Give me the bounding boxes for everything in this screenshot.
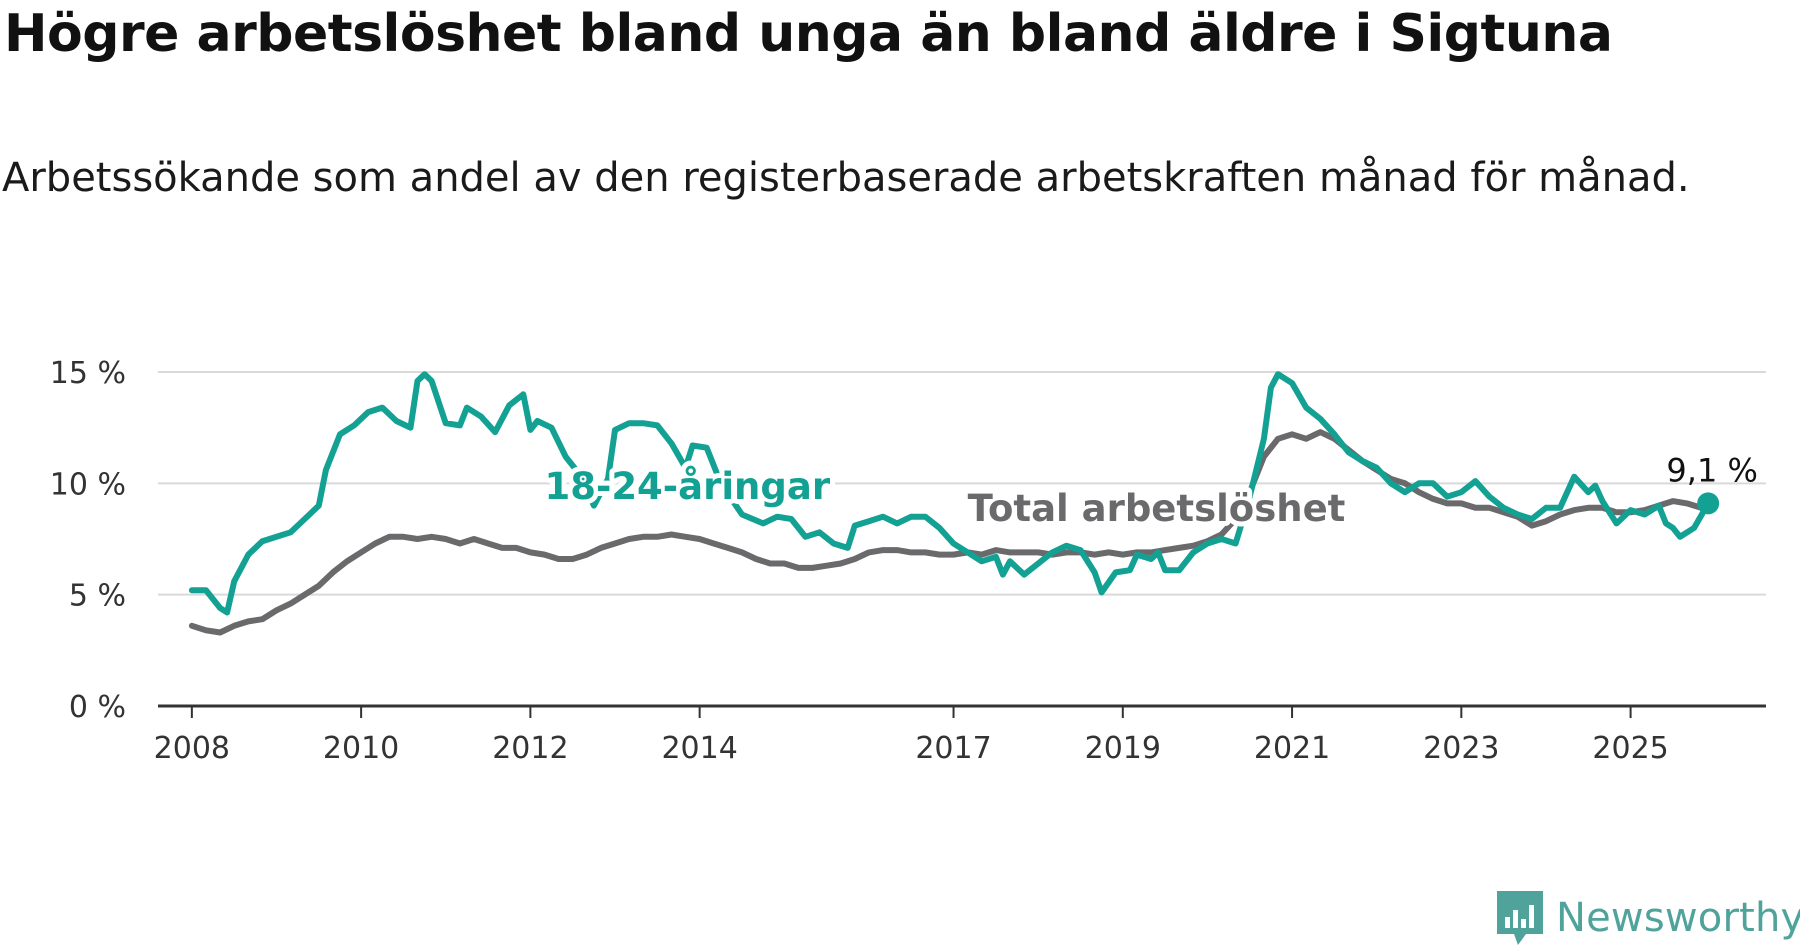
y-tick-label: 15 %: [50, 356, 126, 391]
chart-subtitle: Arbetssökande som andel av den registerb…: [2, 155, 1690, 201]
series-line-18-24: [188, 371, 1712, 616]
x-axis: 2008 2010 2012 2014 2017 2019 2021 2023 2025: [154, 704, 1766, 766]
newsworthy-logo: Newsworthy: [1494, 888, 1800, 948]
x-tick-label: 2023: [1423, 731, 1499, 766]
x-tick-label: 2014: [661, 731, 737, 766]
series-label: 18-24-åringar: [544, 465, 830, 508]
newsworthy-logo-icon: [1497, 891, 1543, 945]
grid-lines: [158, 371, 1766, 596]
x-tick-label: 2012: [492, 731, 568, 766]
series-line-total: [188, 429, 1712, 636]
y-tick-label: 5 %: [69, 579, 126, 614]
x-tick-label: 2017: [915, 731, 991, 766]
end-marker: 9,1 %: [1666, 451, 1758, 515]
y-tick-label: 10 %: [50, 467, 126, 502]
series-label: Total arbetslöshet: [968, 487, 1346, 530]
y-axis-labels: 0 % 5 % 10 % 15 %: [50, 356, 126, 725]
x-tick-label: 2021: [1254, 731, 1330, 766]
end-value-label: 9,1 %: [1666, 451, 1757, 489]
brand-name: Newsworthy: [1556, 895, 1800, 941]
series-lines: [188, 371, 1712, 636]
x-tick-label: 2008: [154, 731, 230, 766]
chart-title: Högre arbetslöshet bland unga än bland ä…: [4, 4, 1613, 64]
x-tick-label: 2010: [323, 731, 399, 766]
x-tick-label: 2019: [1085, 731, 1161, 766]
y-tick-label: 0 %: [69, 690, 126, 725]
end-point: [1697, 492, 1720, 515]
x-tick-label: 2025: [1592, 731, 1668, 766]
series-labels: 18-24-åringar Total arbetslöshet: [539, 460, 1350, 535]
